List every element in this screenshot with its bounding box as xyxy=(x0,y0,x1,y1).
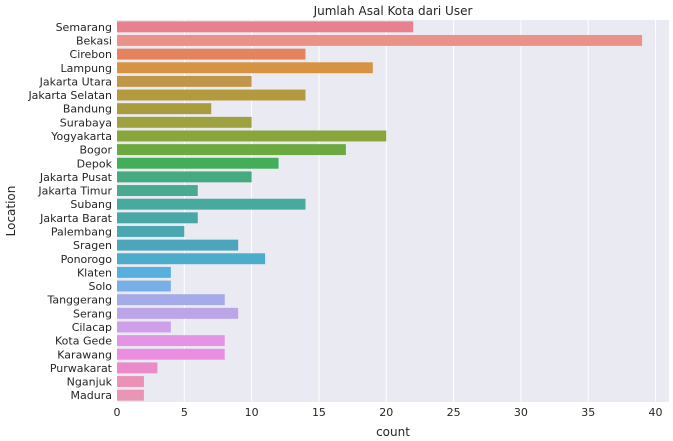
y-tick-label: Jakarta Pusat xyxy=(39,171,113,184)
y-tick-label: Lampung xyxy=(61,62,113,75)
bar xyxy=(117,48,306,60)
bar xyxy=(117,348,225,360)
y-tick-label: Jakarta Barat xyxy=(39,212,113,225)
bar xyxy=(117,321,171,333)
y-tick-label: Madura xyxy=(71,389,112,402)
y-tick-label: Karawang xyxy=(57,348,112,361)
y-tick-label: Solo xyxy=(89,280,113,293)
y-tick-label: Kota Gede xyxy=(55,335,112,348)
y-tick-label: Ponorogo xyxy=(61,253,113,266)
y-tick-label: Yogyakarta xyxy=(50,130,112,143)
x-tick-label: 5 xyxy=(181,406,188,419)
y-tick-label: Klaten xyxy=(77,266,112,279)
y-tick-label: Surabaya xyxy=(60,116,112,129)
x-tick-label: 35 xyxy=(581,406,595,419)
y-tick-label: Nganjuk xyxy=(67,376,113,389)
bar xyxy=(117,239,239,251)
bar xyxy=(117,103,212,115)
y-tick-label: Bogor xyxy=(79,144,112,157)
bar xyxy=(117,144,346,156)
bar xyxy=(117,266,171,278)
y-tick-label: Cirebon xyxy=(70,48,112,61)
bar xyxy=(117,253,266,265)
x-tick-labels: 0 5 10 15 20 25 30 35 40 xyxy=(114,406,663,419)
y-tick-label: Jakarta Selatan xyxy=(27,89,112,102)
bar xyxy=(117,226,185,237)
y-tick-label: Semarang xyxy=(56,21,112,34)
bar xyxy=(117,157,279,169)
y-tick-label: Sragen xyxy=(73,239,112,252)
y-tick-label: Bekasi xyxy=(76,34,112,47)
y-tick-label: Jakarta Utara xyxy=(39,75,112,88)
y-tick-label: Bandung xyxy=(63,103,112,116)
bar xyxy=(117,376,144,387)
y-tick-label: Serang xyxy=(73,307,112,320)
x-tick-label: 15 xyxy=(312,406,326,419)
chart-title: Jumlah Asal Kota dari User xyxy=(313,4,473,18)
y-tick-label: Subang xyxy=(70,198,112,211)
x-tick-label: 20 xyxy=(379,406,393,419)
bar xyxy=(117,335,225,347)
bar xyxy=(117,389,144,401)
y-tick-label: Jakarta Timur xyxy=(37,185,112,198)
bar xyxy=(117,130,387,142)
x-tick-label: 0 xyxy=(114,406,121,419)
bar xyxy=(117,198,306,210)
x-tick-label: 40 xyxy=(649,406,663,419)
bar xyxy=(117,35,643,46)
bar xyxy=(117,280,171,292)
bar xyxy=(117,212,198,224)
bar xyxy=(117,75,252,87)
bar xyxy=(117,21,414,33)
bar xyxy=(117,307,239,319)
x-tick-label: 25 xyxy=(447,406,461,419)
bar xyxy=(117,185,198,196)
y-axis-title: Location xyxy=(4,186,18,237)
bar xyxy=(117,294,225,306)
bar xyxy=(117,62,373,74)
bar xyxy=(117,116,252,128)
y-tick-label: Depok xyxy=(77,157,113,170)
y-tick-label: Purwakarat xyxy=(50,362,113,375)
y-tick-label: Cilacap xyxy=(72,321,112,334)
y-tick-label: Tanggerang xyxy=(46,294,112,307)
bar xyxy=(117,89,306,101)
bars xyxy=(117,21,643,401)
x-tick-label: 10 xyxy=(245,406,259,419)
y-tick-label: Palembang xyxy=(51,225,112,238)
x-tick-label: 30 xyxy=(514,406,528,419)
bar xyxy=(117,362,158,374)
bar xyxy=(117,171,252,183)
x-axis-title: count xyxy=(376,425,410,439)
